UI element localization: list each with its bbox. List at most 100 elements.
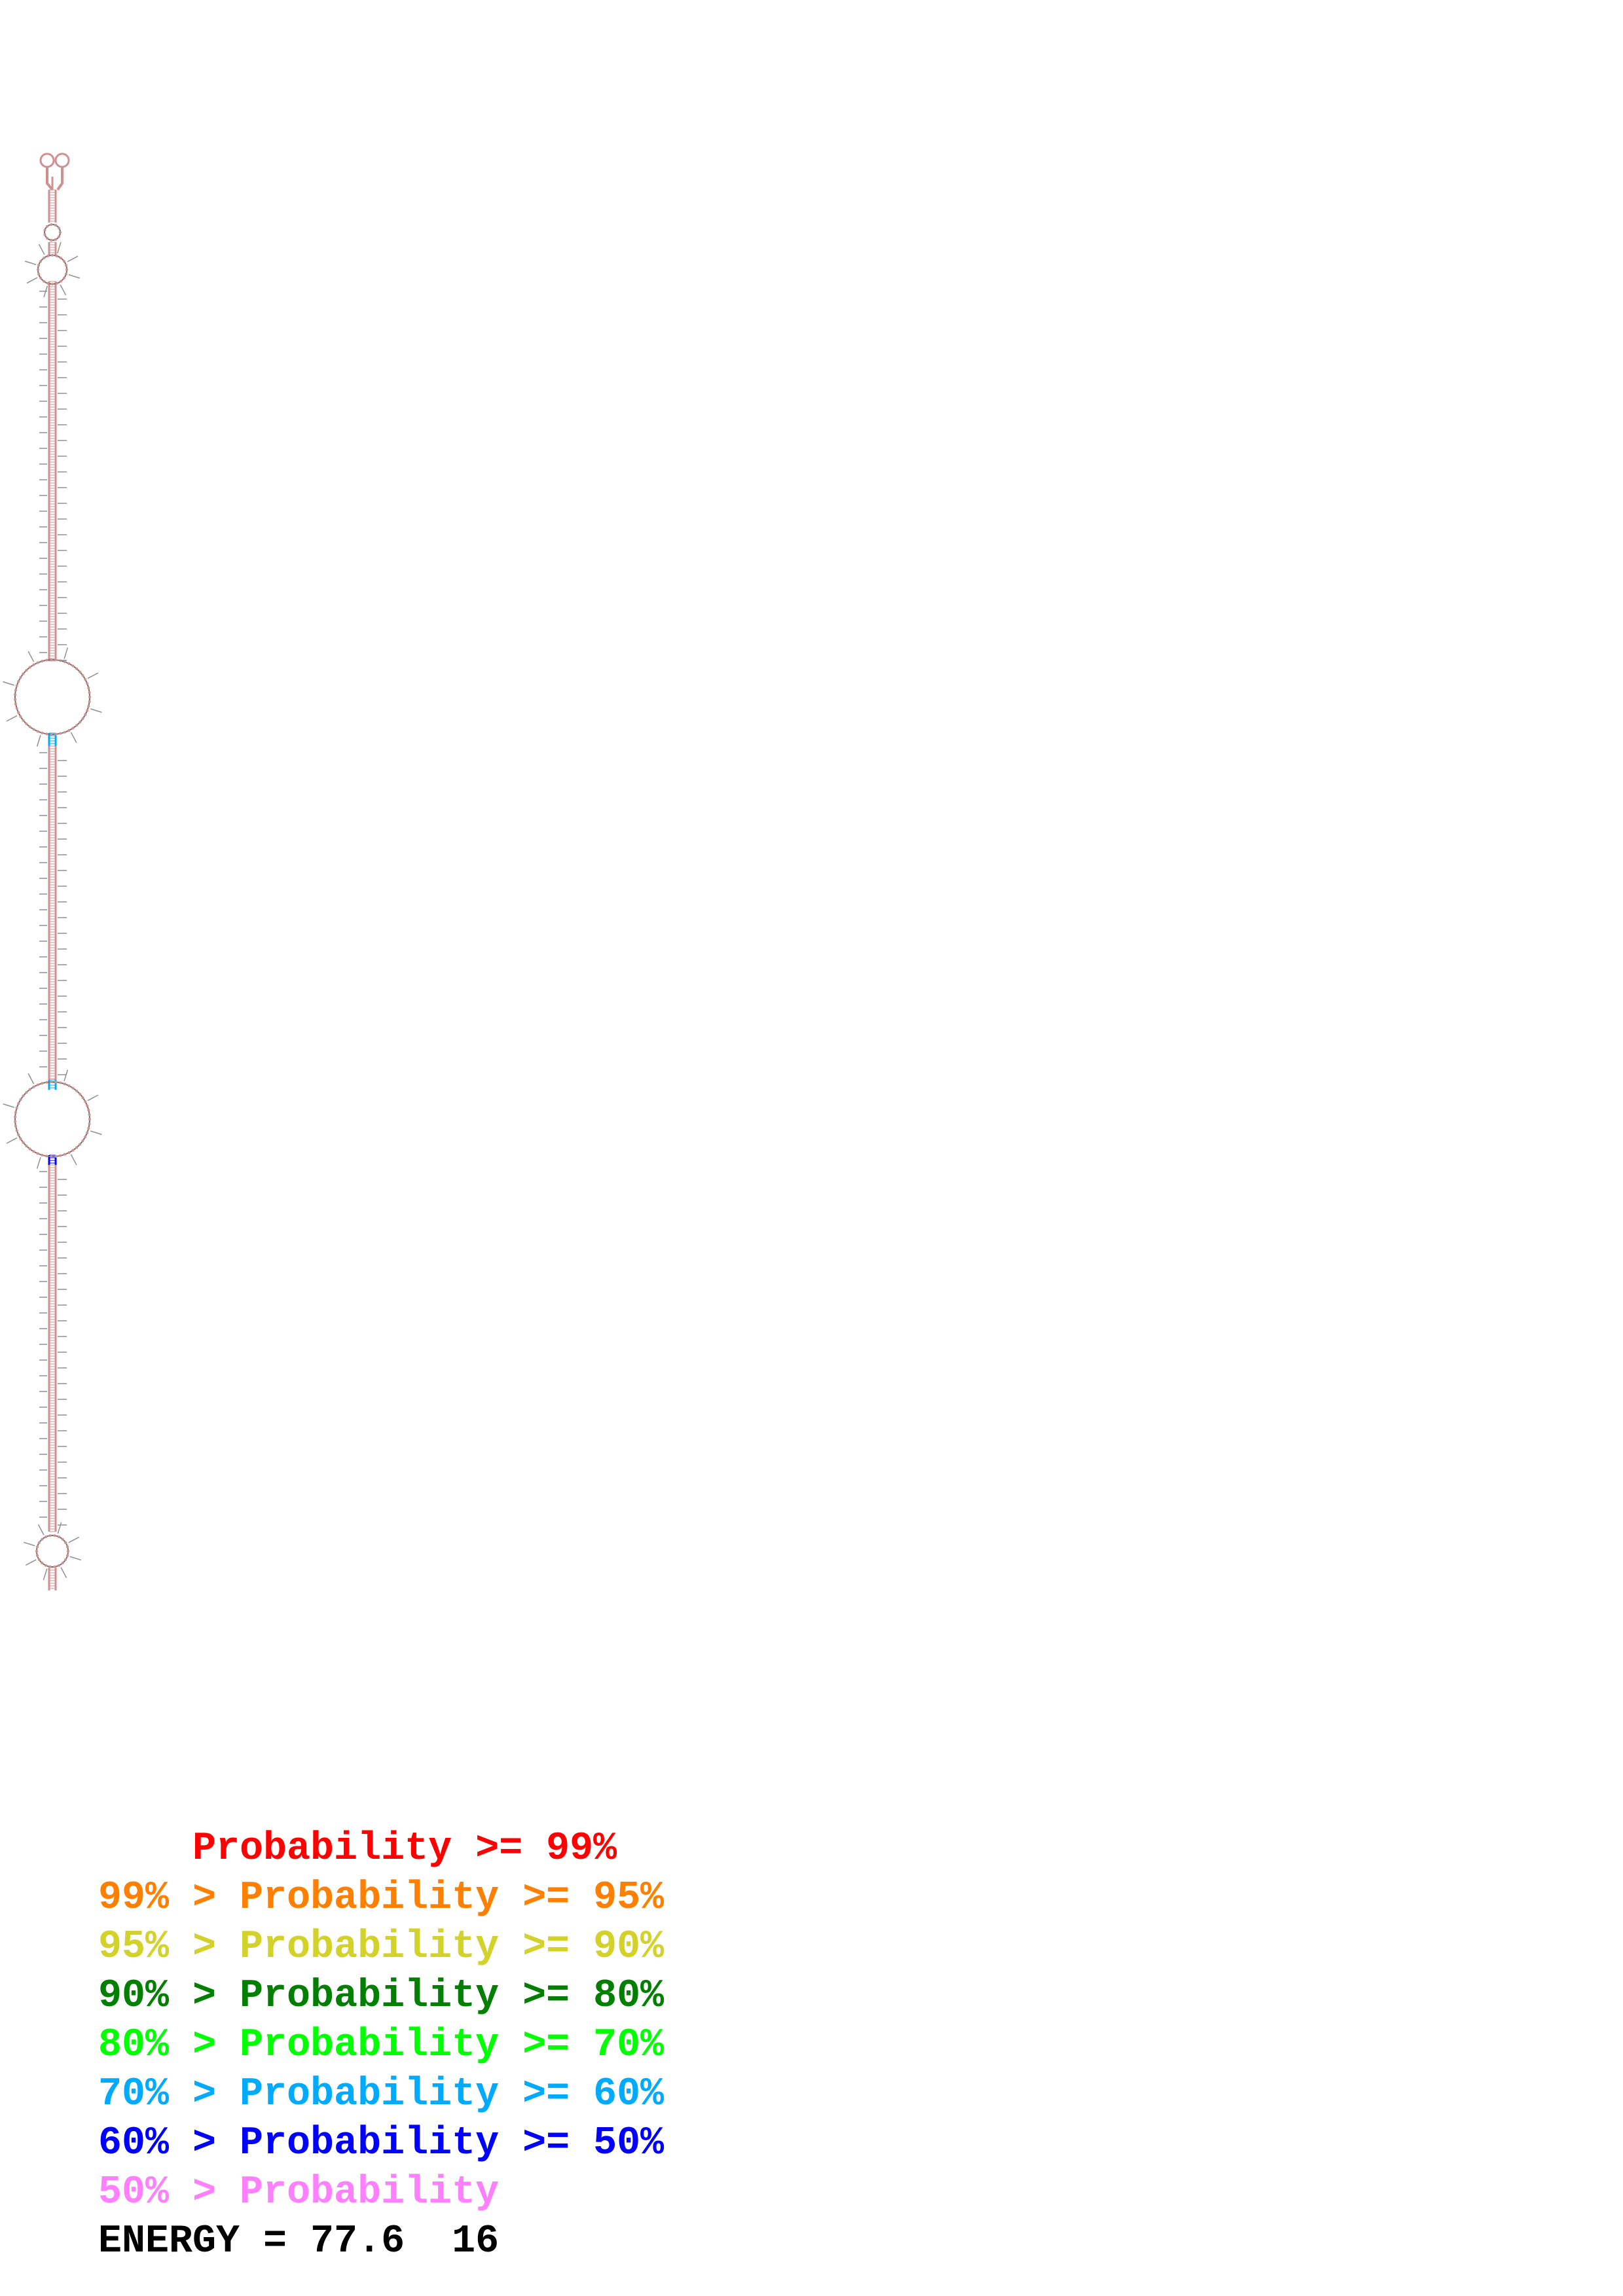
loop-nucleotide [36,1152,39,1155]
loop-nucleotide [63,730,66,734]
loop-nucleotide [32,728,35,731]
loop-nucleotide [55,255,58,258]
loop-nucleotide [50,1155,53,1158]
loop-nucleotide [46,224,49,228]
loop-nucleotide [37,268,39,271]
loop-nucleotide [59,231,62,234]
loop-nucleotide [41,1562,44,1565]
loop-nucleotide [65,268,68,271]
index-tick [6,1137,18,1144]
loop-nucleotide [43,257,46,260]
energy-readout: ENERGY = 77.6 16 [98,2219,500,2264]
loop-nucleotide [14,689,17,692]
loop-nucleotide [88,1118,91,1121]
loop-nucleotide [45,658,48,662]
loop-nucleotide [15,707,18,710]
loop-nucleotide [28,1088,31,1091]
loop-nucleotide [14,1120,17,1123]
index-tick [43,285,48,298]
loop-nucleotide [28,1147,31,1151]
legend-row: 60% > Probability >= 50% [98,2121,665,2166]
index-tick [3,681,14,686]
loop-nucleotide [79,670,82,673]
loop-nucleotide [14,698,17,701]
loop-nucleotide [17,1102,20,1105]
index-tick [60,1567,67,1579]
loop-nucleotide [63,660,66,664]
loop-nucleotide [59,257,62,260]
loop-nucleotide [45,1535,48,1539]
loop-nucleotide [41,660,44,663]
loop-nucleotide [58,235,61,238]
loop-nucleotide [71,726,75,730]
loop-nucleotide [37,1558,41,1561]
loop-nucleotide [75,667,79,670]
index-tick [68,1536,80,1543]
loop-nucleotide [37,1541,41,1545]
loop-nucleotide [61,1562,64,1565]
loop-nucleotide [14,1115,17,1119]
loop-nucleotide [71,664,75,668]
loop-nucleotide [81,1096,84,1100]
loop-nucleotide [66,1554,69,1557]
loop-nucleotide [36,1083,39,1086]
loop-nucleotide [39,260,43,263]
loop-nucleotide [48,1534,52,1537]
loop-nucleotide [86,709,89,712]
loop-nucleotide [14,693,17,696]
index-tick [68,274,81,279]
loop-nucleotide [84,713,87,716]
loop-nucleotide [64,272,67,276]
loop-nucleotide [41,1082,44,1085]
loop-nucleotide [86,682,89,685]
loop-nucleotide [87,1126,90,1130]
loop-nucleotide [71,1149,75,1152]
loop-nucleotide [59,1081,62,1085]
loop-nucleotide [36,661,39,664]
loop-nucleotide [45,1081,48,1084]
loop-nucleotide [64,1558,67,1561]
loop-nucleotide [22,672,25,675]
loop-nucleotide [61,1537,64,1541]
loop-nucleotide [45,1155,48,1158]
loop-nucleotide [59,1154,62,1157]
loop-nucleotide [66,1545,69,1549]
index-tick [37,1524,45,1535]
loop-nucleotide [25,669,28,672]
loop-nucleotide [75,724,79,727]
loop-nucleotide [35,1554,39,1557]
loop-nucleotide [15,1106,18,1109]
loop-nucleotide [58,226,61,230]
loop-nucleotide [41,1537,44,1541]
loop-nucleotide [22,719,25,722]
loop-nucleotide [48,1565,52,1568]
loop-nucleotide [45,1564,48,1567]
index-tick [26,277,38,284]
legend-row: 95% > Probability >= 90% [98,1925,665,1969]
loop-nucleotide [32,1150,35,1153]
loop-nucleotide [86,1104,89,1107]
loop-nucleotide [35,1545,39,1549]
loop-nucleotide [51,254,54,257]
rna-helix-stems [46,167,64,1590]
loop-nucleotide [43,228,46,232]
loop-nucleotide [63,1153,66,1156]
index-tick [69,1556,82,1561]
loop-nucleotide [53,1565,56,1568]
index-tick [24,260,37,266]
loop-nucleotide [54,1081,58,1084]
loop-nucleotide [54,238,57,241]
loop-nucleotide [54,732,58,736]
loop-nucleotide [54,224,57,227]
loop-nucleotide [39,276,43,279]
index-tick [25,1559,37,1566]
index-tick [56,242,62,254]
internal-loop [37,255,67,285]
loop-nucleotide [25,722,28,725]
loop-nucleotide [81,717,84,720]
loop-nucleotide [84,1135,87,1138]
index-tick [90,708,102,713]
loop-nucleotide [75,1146,79,1149]
loop-nucleotide [14,702,17,706]
loop-nucleotide [53,1534,56,1537]
